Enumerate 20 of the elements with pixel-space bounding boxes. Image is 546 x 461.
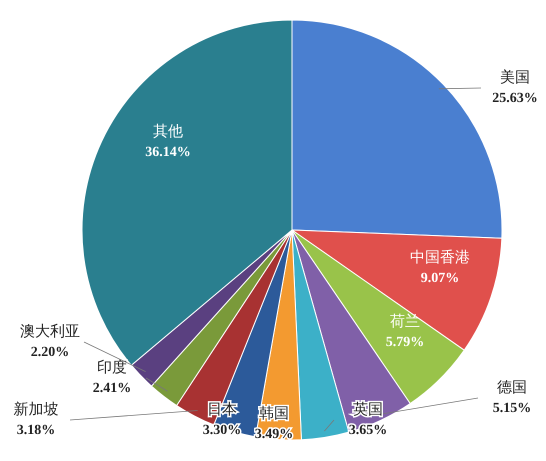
- slice-label: 日本: [207, 400, 237, 418]
- slice-label: 印度: [97, 358, 127, 376]
- data-label: 3.65%: [348, 423, 388, 438]
- slice-label: 荷兰: [390, 312, 420, 330]
- data-label: 3.30%: [202, 423, 242, 438]
- slice-label: 德国: [497, 378, 527, 396]
- data-label: 5.15%: [492, 401, 532, 416]
- data-label: 3.18%: [16, 423, 56, 438]
- data-label: 9.07%: [420, 271, 460, 286]
- slice-label: 英国: [353, 400, 383, 418]
- data-label: 36.14%: [145, 145, 191, 160]
- slice-label: 澳大利亚: [20, 322, 80, 340]
- data-label: 5.79%: [386, 335, 424, 350]
- data-label: 25.63%: [492, 91, 538, 106]
- slice-label: 中国香港: [410, 248, 470, 266]
- slice-label: 新加坡: [14, 400, 58, 418]
- slice-label: 美国: [500, 68, 530, 86]
- slice-label: 其他: [153, 122, 183, 140]
- data-label: 2.20%: [30, 345, 70, 360]
- data-label: 2.41%: [92, 381, 132, 396]
